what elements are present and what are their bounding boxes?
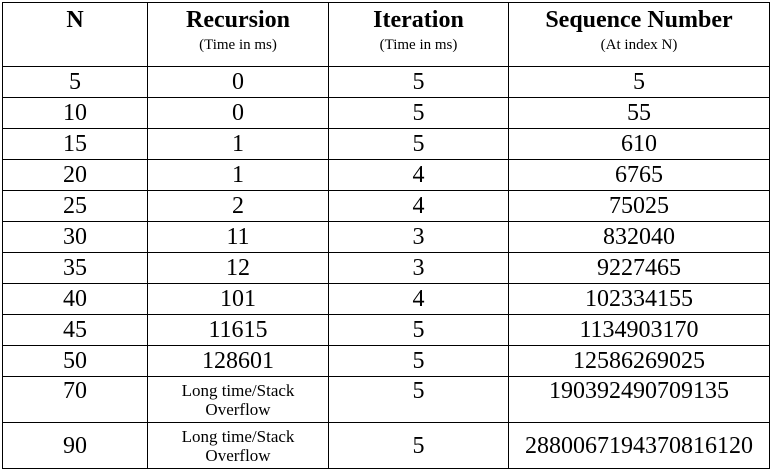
cell-iteration: 5 (328, 314, 509, 346)
cell-recursion: 0 (147, 97, 329, 129)
cell-sequence: 75025 (508, 190, 770, 222)
cell-recursion-line1: Long time/Stack (181, 380, 295, 400)
cell-sequence: 610 (508, 128, 770, 160)
cell-iteration: 4 (328, 283, 509, 315)
cell-n: 90 (2, 422, 148, 469)
header-row: N Recursion Iteration Sequence Number (2, 2, 770, 37)
cell-sequence: 1134903170 (508, 314, 770, 346)
cell-sequence: 190392490709135 (508, 376, 770, 423)
cell-n: 5 (2, 66, 148, 98)
cell-sequence: 2880067194370816120 (508, 422, 770, 469)
subheader-sequence-number: (At index N) (508, 37, 770, 67)
cell-sequence: 9227465 (508, 252, 770, 284)
cell-recursion: Long time/Stack Overflow (147, 422, 329, 469)
cell-sequence: 5 (508, 66, 770, 98)
subheader-recursion: (Time in ms) (147, 37, 329, 67)
cell-n: 30 (2, 221, 148, 253)
cell-recursion: 2 (147, 190, 329, 222)
header-iteration: Iteration (328, 2, 509, 37)
table-row: 10 0 5 55 (2, 97, 770, 129)
table-row: 30 11 3 832040 (2, 221, 770, 253)
cell-recursion-line2: Overflow (205, 399, 271, 419)
table-row: 15 1 5 610 (2, 128, 770, 160)
cell-n: 20 (2, 159, 148, 191)
cell-n: 40 (2, 283, 148, 315)
subheader-n (2, 37, 148, 67)
table-row: 20 1 4 6765 (2, 159, 770, 191)
cell-recursion-line2: Overflow (205, 445, 271, 465)
cell-n: 35 (2, 252, 148, 284)
subheader-row: (Time in ms) (Time in ms) (At index N) (2, 37, 770, 67)
cell-n: 10 (2, 97, 148, 129)
header-recursion: Recursion (147, 2, 329, 37)
cell-iteration: 4 (328, 159, 509, 191)
cell-iteration: 5 (328, 376, 509, 423)
cell-iteration: 5 (328, 422, 509, 469)
header-n: N (2, 2, 148, 37)
cell-sequence: 12586269025 (508, 345, 770, 377)
cell-n: 15 (2, 128, 148, 160)
cell-n: 70 (2, 376, 148, 423)
cell-n: 25 (2, 190, 148, 222)
table-row: 40 101 4 102334155 (2, 283, 770, 315)
table-row: 35 12 3 9227465 (2, 252, 770, 284)
table-row: 70 Long time/Stack Overflow 5 1903924907… (2, 376, 770, 423)
cell-recursion: 128601 (147, 345, 329, 377)
cell-recursion: 101 (147, 283, 329, 315)
cell-iteration: 5 (328, 128, 509, 160)
cell-iteration: 5 (328, 97, 509, 129)
cell-recursion: 0 (147, 66, 329, 98)
cell-sequence: 102334155 (508, 283, 770, 315)
table-row: 50 128601 5 12586269025 (2, 345, 770, 377)
cell-n: 50 (2, 345, 148, 377)
cell-iteration: 5 (328, 66, 509, 98)
cell-recursion: 1 (147, 128, 329, 160)
cell-iteration: 4 (328, 190, 509, 222)
cell-recursion: 11 (147, 221, 329, 253)
cell-sequence: 55 (508, 97, 770, 129)
cell-iteration: 3 (328, 252, 509, 284)
cell-recursion: 1 (147, 159, 329, 191)
cell-n: 45 (2, 314, 148, 346)
header-sequence-number: Sequence Number (508, 2, 770, 37)
table-row: 25 2 4 75025 (2, 190, 770, 222)
cell-recursion: Long time/Stack Overflow (147, 376, 329, 423)
cell-recursion-line1: Long time/Stack (181, 426, 295, 446)
subheader-iteration: (Time in ms) (328, 37, 509, 67)
table-row: 90 Long time/Stack Overflow 5 2880067194… (2, 422, 770, 469)
table-row: 5 0 5 5 (2, 66, 770, 98)
cell-recursion: 11615 (147, 314, 329, 346)
cell-sequence: 832040 (508, 221, 770, 253)
table-row: 45 11615 5 1134903170 (2, 314, 770, 346)
cell-iteration: 3 (328, 221, 509, 253)
cell-sequence: 6765 (508, 159, 770, 191)
cell-recursion: 12 (147, 252, 329, 284)
cell-iteration: 5 (328, 345, 509, 377)
